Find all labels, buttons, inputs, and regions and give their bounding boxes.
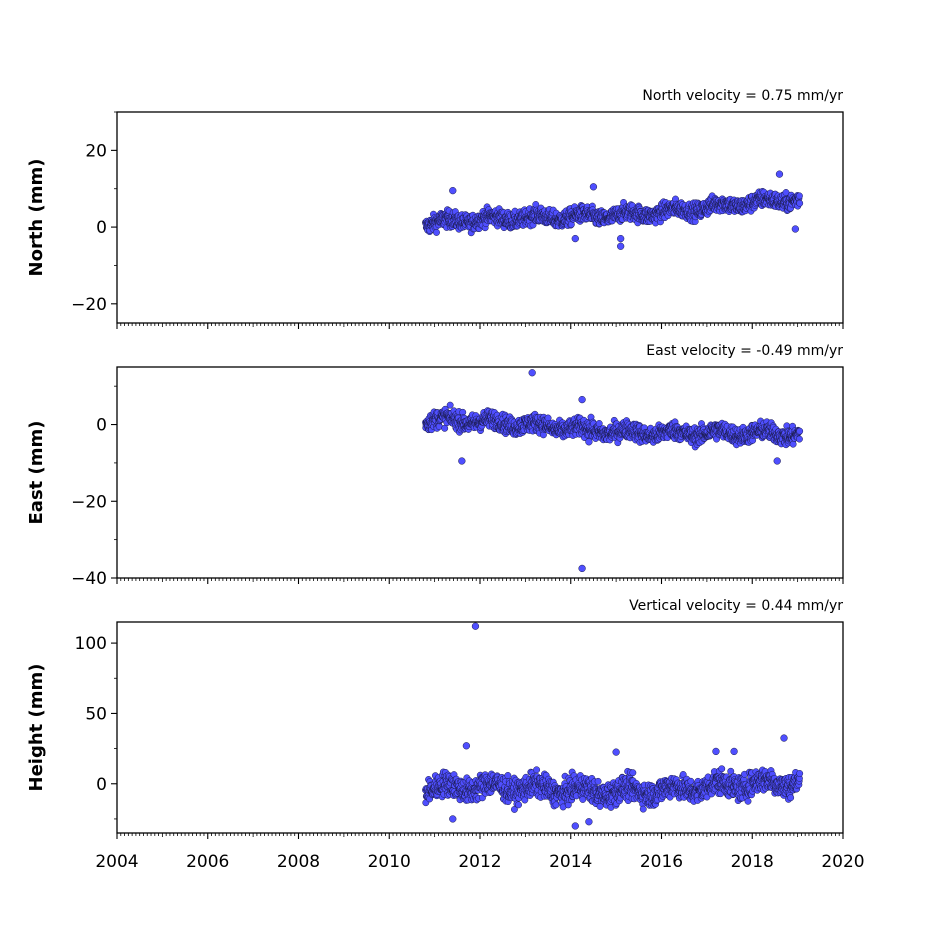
north-data-points [422,170,804,250]
height-y-axis-label: Height (mm) [26,664,47,792]
north-outlier-point [617,234,625,243]
north-point [795,192,803,200]
height-outlier-point [585,818,593,826]
height-outlier-point [780,734,788,742]
x-tick-label: 2018 [731,852,774,872]
height-panel: 2004 2006 2008 2010 2012 2014 2016 2018 2020 0 50 1… [26,598,865,872]
east-velocity-label: East velocity = -0.49 mm/yr [646,343,843,359]
y-tick-label: 100 [75,634,107,654]
y-tick-label: −20 [71,492,107,512]
y-tick-label: 0 [96,416,107,436]
x-tick-label: 2020 [821,852,864,872]
height-outlier-point [612,748,620,756]
east-y-axis: −40 −20 0 [71,385,117,589]
y-tick-label: −20 [71,295,107,315]
x-tick-label: 2014 [549,852,592,872]
north-velocity-label: North velocity = 0.75 mm/yr [642,88,843,104]
east-outlier-point [585,438,593,446]
north-outlier-point [775,170,784,178]
north-outlier-point [791,225,800,233]
north-outlier-point [589,183,598,191]
east-point [795,435,803,443]
height-y-axis: 0 50 100 [75,634,117,820]
x-tick-label: 2008 [277,852,320,872]
east-panel: −40 −20 0 East (mm) East velocity = -0.49 mm… [26,343,844,589]
height-point [744,797,752,805]
height-point [629,769,637,777]
height-outlier-point [712,747,720,756]
north-outlier-point [571,234,579,243]
y-tick-label: 50 [85,704,107,724]
north-y-axis-label: North (mm) [26,159,47,277]
east-outlier-point [528,369,536,377]
east-x-axis [116,578,844,584]
north-point [433,228,440,236]
height-velocity-label: Vertical velocity = 0.44 mm/yr [629,598,843,614]
east-plot-frame [116,366,844,579]
y-tick-label: 0 [96,218,107,238]
north-x-axis [116,323,844,329]
east-outlier-point [578,564,586,573]
x-tick-label: 2016 [640,852,683,872]
east-point [446,401,454,409]
y-tick-label: −40 [71,569,107,589]
east-y-axis-label: East (mm) [26,421,47,525]
north-panel: −20 0 20 North (mm) North velocity = 0.75 mm… [26,88,844,329]
x-tick-label: 2004 [95,852,138,872]
height-data-points [422,622,804,830]
height-point [796,770,804,777]
x-tick-label: 2006 [186,852,229,872]
height-point [787,794,795,802]
y-tick-label: 20 [85,141,107,161]
height-point [639,805,647,813]
east-data-points [422,369,804,573]
height-point [718,765,726,773]
height-outlier-point [462,742,471,750]
height-outlier-point [730,747,738,756]
x-tick-label: 2012 [458,852,501,872]
height-point [515,801,522,809]
east-outlier-point [458,457,466,465]
east-point [796,427,804,435]
height-point [552,801,560,809]
y-tick-label: 0 [96,775,107,795]
north-outlier-point [449,186,457,195]
east-outlier-point [773,457,781,465]
height-outlier-point [449,815,457,823]
east-point [544,414,552,422]
height-point [594,777,602,785]
height-x-axis: 2004 2006 2008 2010 2012 2014 2016 2018 2020 [95,833,865,872]
x-tick-label: 2010 [368,852,411,872]
east-outlier-point [578,395,586,404]
height-point [504,772,512,779]
height-outlier-point [571,822,579,830]
north-outlier-point [617,242,625,250]
east-point [789,440,797,448]
north-y-axis: −20 0 20 [71,111,117,315]
north-point [796,199,804,207]
height-point [533,766,541,774]
height-outlier-point [471,622,480,630]
